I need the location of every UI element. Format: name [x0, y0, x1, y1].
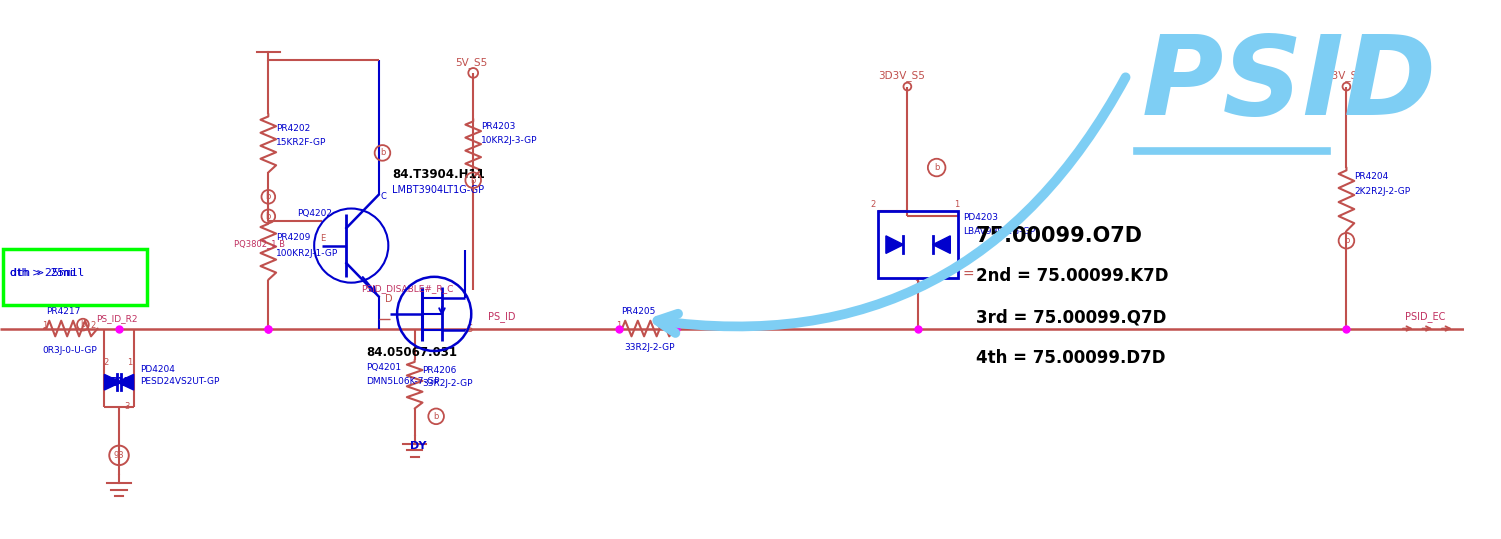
Text: 4th = 75.00099.D7D: 4th = 75.00099.D7D: [976, 349, 1165, 367]
Text: b: b: [1343, 236, 1349, 245]
Text: PR4217: PR4217: [47, 307, 80, 316]
Text: PR4209: PR4209: [276, 233, 311, 242]
Text: LMBT3904LT1G-GP: LMBT3904LT1G-GP: [392, 185, 485, 195]
Text: S: S: [467, 323, 473, 334]
Text: PQ3802_1 B: PQ3802_1 B: [234, 239, 285, 248]
Text: PSID_EC: PSID_EC: [1405, 311, 1445, 322]
Text: b: b: [266, 192, 272, 201]
Text: PQ4202: PQ4202: [297, 210, 333, 218]
Text: PR4205: PR4205: [621, 307, 656, 316]
Text: 84.T3904.H11: 84.T3904.H11: [392, 168, 485, 181]
Text: 1: 1: [128, 358, 132, 367]
Text: dth > 25mil: dth > 25mil: [11, 268, 84, 278]
Text: dth > 25mil: dth > 25mil: [11, 268, 77, 278]
Text: 2: 2: [104, 358, 108, 367]
Polygon shape: [886, 236, 904, 253]
Text: 2: 2: [90, 321, 96, 330]
Text: 2K2R2J-2-GP: 2K2R2J-2-GP: [1354, 187, 1411, 196]
Text: 75.00099.O7D: 75.00099.O7D: [976, 226, 1142, 246]
Text: PR4206: PR4206: [422, 365, 456, 375]
Text: 3D3V_S5: 3D3V_S5: [878, 70, 925, 81]
Text: PSID_DISABLE#_R_C: PSID_DISABLE#_R_C: [362, 285, 453, 294]
Text: 3: 3: [914, 280, 920, 289]
Text: PESD24VS2UT-GP: PESD24VS2UT-GP: [141, 377, 219, 386]
Text: PR4204: PR4204: [1354, 172, 1388, 182]
Text: 2: 2: [871, 200, 875, 209]
Text: PD4203: PD4203: [964, 213, 998, 223]
Text: b: b: [434, 412, 438, 421]
Text: 10KR2J-3-GP: 10KR2J-3-GP: [480, 136, 537, 146]
Polygon shape: [932, 236, 950, 253]
Text: DY: DY: [110, 376, 128, 389]
Text: 1: 1: [955, 200, 959, 209]
Text: PR4203: PR4203: [480, 122, 515, 130]
Bar: [878, 211, 958, 278]
Text: C: C: [381, 192, 386, 201]
Text: DMN5L06K-7-GP: DMN5L06K-7-GP: [366, 377, 440, 386]
Polygon shape: [105, 375, 122, 390]
Text: b: b: [934, 163, 940, 172]
Text: 84.05067.031: 84.05067.031: [366, 346, 456, 359]
Text: =: =: [964, 268, 974, 282]
Text: PQ4201: PQ4201: [366, 363, 401, 372]
Text: 2nd = 75.00099.K7D: 2nd = 75.00099.K7D: [976, 267, 1168, 285]
Text: b: b: [380, 148, 386, 157]
Text: b: b: [662, 318, 666, 327]
Text: 3D3V_S5: 3D3V_S5: [1318, 70, 1364, 81]
Text: 15KR2F-GP: 15KR2F-GP: [276, 139, 327, 147]
Text: 1: 1: [615, 321, 621, 330]
Text: 1: 1: [42, 321, 47, 330]
Text: E: E: [320, 234, 326, 243]
Text: b: b: [470, 176, 476, 185]
Text: PD4204: PD4204: [141, 364, 176, 374]
Text: 93: 93: [114, 451, 125, 460]
Polygon shape: [117, 375, 134, 390]
Text: PS_ID_R2: PS_ID_R2: [96, 314, 138, 323]
Text: DY: DY: [410, 441, 426, 451]
Text: 5V_S5: 5V_S5: [456, 57, 488, 68]
Text: LBAV99LT1G-GP: LBAV99LT1G-GP: [964, 227, 1036, 236]
Text: 33R2J-2-GP: 33R2J-2-GP: [624, 343, 675, 352]
Text: 100KR2J-1-GP: 100KR2J-1-GP: [276, 248, 338, 258]
Text: D: D: [386, 294, 393, 305]
Text: PS_ID: PS_ID: [488, 311, 515, 322]
Text: 33R2J-2-GP: 33R2J-2-GP: [422, 379, 473, 388]
Text: 3rd = 75.00099.Q7D: 3rd = 75.00099.Q7D: [976, 308, 1166, 326]
Text: 2: 2: [671, 321, 675, 330]
Text: PSID: PSID: [1142, 31, 1436, 138]
Text: b: b: [80, 320, 86, 329]
Text: PR4202: PR4202: [276, 123, 311, 133]
Text: 0R3J-0-U-GP: 0R3J-0-U-GP: [42, 346, 96, 355]
Text: b: b: [266, 212, 272, 221]
Bar: [3, 248, 147, 305]
Text: 3: 3: [125, 402, 129, 411]
